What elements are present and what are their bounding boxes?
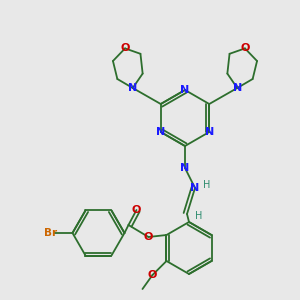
Text: H: H [195,211,203,221]
Text: O: O [132,205,141,215]
Text: H: H [203,180,211,190]
Text: Br: Br [44,228,57,238]
Text: N: N [128,83,137,93]
Text: N: N [190,183,200,193]
Text: O: O [120,44,130,53]
Text: N: N [205,127,214,137]
Text: O: O [144,232,153,242]
Text: O: O [240,44,250,53]
Text: N: N [180,85,190,95]
Text: N: N [232,83,242,93]
Text: N: N [180,163,190,173]
Text: N: N [156,127,165,137]
Text: O: O [148,270,157,280]
